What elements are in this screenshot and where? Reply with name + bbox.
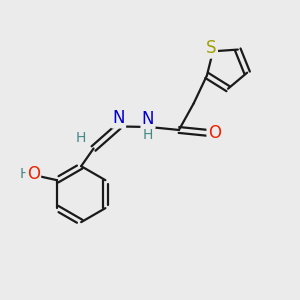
Text: H: H [143,128,153,142]
Text: H: H [20,167,30,181]
Text: S: S [206,39,217,57]
Text: H: H [76,131,86,145]
Text: N: N [112,109,125,127]
Text: O: O [208,124,221,142]
Text: O: O [27,165,40,183]
Text: N: N [142,110,154,128]
